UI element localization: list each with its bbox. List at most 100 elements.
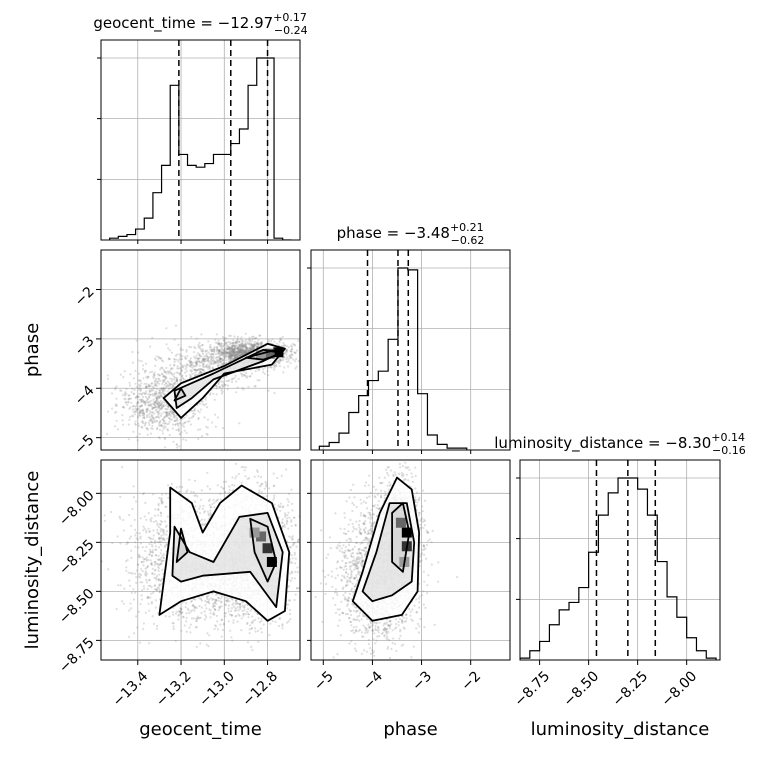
scatter-point (142, 364, 145, 367)
scatter-point (190, 416, 193, 419)
scatter-point (189, 376, 192, 379)
scatter-point (218, 363, 221, 366)
scatter-point (168, 434, 171, 437)
scatter-point (240, 348, 243, 352)
scatter-point (149, 409, 152, 412)
scatter-point (186, 354, 189, 358)
scatter-point (147, 375, 150, 379)
scatter-point (159, 424, 163, 427)
scatter-point (195, 357, 198, 360)
scatter-point (150, 382, 153, 385)
scatter-point (220, 342, 223, 345)
scatter-point (146, 397, 149, 400)
scatter-point (227, 620, 230, 623)
scatter-point (156, 563, 159, 566)
scatter-point (216, 347, 219, 350)
scatter-point (289, 353, 292, 356)
scatter-point (256, 470, 259, 473)
scatter-point (229, 357, 233, 360)
scatter-point (256, 481, 259, 484)
scatter-point (251, 346, 254, 349)
scatter-point (159, 402, 162, 405)
scatter-point (216, 416, 220, 419)
scatter-point (141, 400, 144, 403)
scatter-point (136, 401, 139, 404)
scatter-point (107, 410, 110, 413)
scatter-point (290, 502, 293, 505)
scatter-point (238, 345, 241, 348)
scatter-point (147, 404, 150, 407)
scatter-point (143, 371, 146, 374)
scatter-point (188, 376, 192, 379)
scatter-point (194, 605, 197, 609)
scatter-point (140, 568, 143, 571)
scatter-point (183, 364, 186, 367)
scatter-point (129, 415, 132, 418)
scatter-point (160, 391, 163, 394)
scatter-point (223, 354, 226, 357)
scatter-point (277, 361, 280, 364)
scatter-point (178, 358, 181, 361)
scatter-point (234, 477, 237, 480)
scatter-point (165, 411, 169, 414)
scatter-point (254, 370, 257, 373)
scatter-point (149, 518, 152, 521)
scatter-point (158, 378, 161, 381)
scatter-point (203, 357, 206, 360)
scatter-point (190, 490, 193, 493)
scatter-point (283, 525, 287, 528)
scatter-point (241, 375, 244, 378)
scatter-point (175, 358, 178, 361)
scatter-point (252, 345, 255, 348)
scatter-point (237, 350, 240, 353)
scatter-point (219, 359, 222, 362)
scatter-point (162, 392, 166, 396)
scatter-point (198, 341, 201, 344)
scatter-point (294, 367, 297, 370)
scatter-point (241, 340, 244, 343)
scatter-point (175, 610, 178, 613)
scatter-point (290, 356, 293, 359)
scatter-point (172, 413, 175, 416)
scatter-point (289, 362, 292, 365)
scatter-point (160, 407, 163, 411)
scatter-point (225, 351, 229, 354)
scatter-point (222, 376, 225, 380)
scatter-point (157, 401, 161, 404)
scatter-point (275, 360, 278, 363)
scatter-point (296, 571, 299, 574)
scatter-point (216, 342, 219, 345)
scatter-point (223, 336, 226, 339)
scatter-point (136, 395, 140, 398)
scatter-point (253, 475, 256, 478)
scatter-point (138, 411, 142, 414)
scatter-point (162, 387, 165, 390)
scatter-point (145, 410, 148, 413)
scatter-point (153, 392, 156, 396)
scatter-point (143, 392, 146, 396)
scatter-point (279, 338, 282, 341)
scatter-point (152, 406, 155, 410)
scatter-point (174, 612, 178, 615)
scatter-point (137, 553, 140, 557)
scatter-point (128, 381, 131, 384)
scatter-point (223, 347, 226, 350)
scatter-point (234, 341, 237, 344)
scatter-point (216, 620, 219, 623)
scatter-point (183, 425, 186, 428)
scatter-point (269, 365, 272, 369)
scatter-point (144, 573, 147, 576)
scatter-point (143, 369, 146, 372)
scatter-point (297, 339, 300, 342)
scatter-point (127, 423, 130, 426)
scatter-point (126, 403, 129, 406)
scatter-point (162, 403, 165, 407)
scatter-point (149, 403, 152, 406)
scatter-point (206, 433, 209, 436)
scatter-point (142, 492, 145, 496)
scatter-point (236, 346, 240, 349)
scatter-point (240, 353, 243, 356)
scatter-point (204, 614, 207, 617)
scatter-point (149, 559, 152, 562)
scatter-point (153, 357, 157, 360)
